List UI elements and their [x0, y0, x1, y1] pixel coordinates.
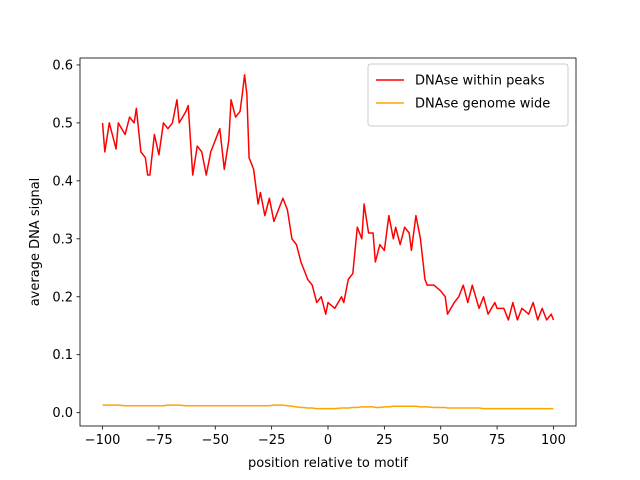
y-tick-label: 0.2 [52, 290, 73, 305]
legend-label: DNAse genome wide [415, 97, 550, 112]
y-axis-label: average DNA signal [28, 178, 43, 307]
y-tick-label: 0.4 [52, 174, 73, 189]
legend-box [367, 63, 569, 127]
x-tick-label: 0 [324, 433, 332, 448]
x-tick-label: −50 [202, 433, 229, 448]
x-tick-label: 75 [489, 433, 506, 448]
series-line [101, 74, 555, 321]
plot-frame [79, 57, 577, 427]
x-tick-label: −75 [145, 433, 172, 448]
x-tick-label: 50 [432, 433, 449, 448]
series-line [102, 404, 554, 410]
x-tick-label: −100 [85, 433, 121, 448]
x-tick-label: −25 [258, 433, 285, 448]
x-axis-label: position relative to motif [248, 456, 408, 471]
legend-label: DNAse within peaks [415, 74, 545, 89]
y-tick-label: 0.1 [52, 348, 73, 363]
y-tick-label: 0.5 [52, 116, 73, 131]
x-tick-label: 25 [376, 433, 393, 448]
y-tick-label: 0.6 [52, 58, 73, 73]
y-tick-label: 0.0 [52, 406, 73, 421]
x-tick-label: 100 [541, 433, 566, 448]
y-tick-label: 0.3 [52, 232, 73, 247]
